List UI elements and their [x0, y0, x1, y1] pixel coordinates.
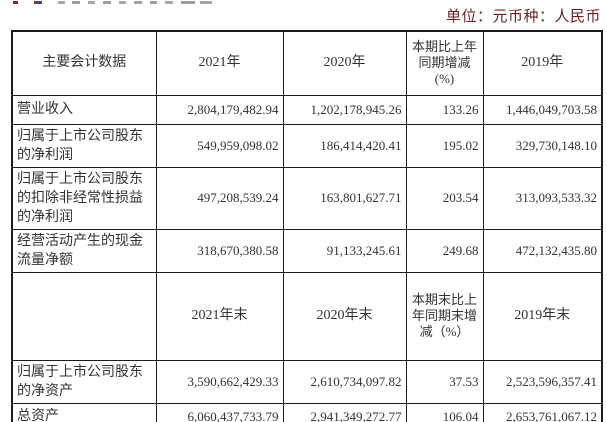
cropped-heading-fragment: [10, 0, 220, 5]
header-cell-2019: 2019年: [482, 30, 603, 96]
header-cell-change: 本期比上年同期增减(%): [405, 30, 484, 96]
header-cell-2019-end: 2019年末: [482, 271, 603, 361]
header-cell-empty: [11, 271, 157, 361]
text-fragment: [200, 1, 212, 4]
financial-summary-table: 主要会计数据 2021年 2020年 本期比上年同期增减(%) 2019年 营业…: [11, 30, 603, 422]
cell-label: 归属于上市公司股东的净资产: [11, 359, 157, 404]
cell-change: 37.53: [405, 359, 484, 404]
header-cell-change-end: 本期末比上年同期末增减（%）: [405, 271, 484, 361]
cell-2020: 186,414,420.41: [282, 123, 407, 168]
text-fragment: [134, 1, 142, 4]
text-fragment: [103, 1, 111, 4]
cell-2021: 3,590,662,429.33: [155, 359, 284, 404]
header-cell-metric: 主要会计数据: [11, 30, 157, 96]
cell-label: 总资产: [11, 402, 157, 422]
header-cell-2021: 2021年: [155, 30, 284, 96]
cell-2021: 549,959,098.02: [155, 123, 284, 168]
text-fragment: [72, 1, 80, 4]
text-fragment: [119, 1, 126, 4]
cell-label: 经营活动产生的现金流量净额: [11, 228, 157, 273]
cell-label: 归属于上市公司股东的净利润: [11, 123, 157, 168]
cell-change: 203.54: [405, 166, 484, 230]
text-fragment: [150, 1, 157, 4]
cell-2020: 163,801,627.71: [282, 166, 407, 230]
table-row-net-assets: 归属于上市公司股东的净资产 3,590,662,429.33 2,610,734…: [11, 359, 603, 404]
period-header-row: 主要会计数据 2021年 2020年 本期比上年同期增减(%) 2019年: [11, 30, 603, 96]
table-row-net-profit-excl-nonrecurring: 归属于上市公司股东的扣除非经常性损益的净利润 497,208,539.24 16…: [11, 166, 603, 230]
cell-2021: 318,670,380.58: [155, 228, 284, 273]
cell-2019: 2,653,761,067.12: [482, 402, 603, 422]
header-cell-2021-end: 2021年末: [155, 271, 284, 361]
cell-change: 106.04: [405, 402, 484, 422]
cell-2021: 2,804,179,482.94: [155, 94, 284, 125]
cell-label: 营业收入: [11, 94, 157, 125]
header-cell-2020: 2020年: [282, 30, 407, 96]
cell-2020: 1,202,178,945.26: [282, 94, 407, 125]
cell-change: 195.02: [405, 123, 484, 168]
cell-2019: 313,093,533.32: [482, 166, 603, 230]
cell-2021: 497,208,539.24: [155, 166, 284, 230]
cell-2019: 2,523,596,357.41: [482, 359, 603, 404]
cell-2019: 1,446,049,703.58: [482, 94, 603, 125]
table-row-operating-cash-flow: 经营活动产生的现金流量净额 318,670,380.58 91,133,245.…: [11, 228, 603, 273]
table-row-revenue: 营业收入 2,804,179,482.94 1,202,178,945.26 1…: [11, 94, 603, 125]
cell-change: 133.26: [405, 94, 484, 125]
cell-2020: 91,133,245.61: [282, 228, 407, 273]
cell-change: 249.68: [405, 228, 484, 273]
cell-2021: 6,060,437,733.79: [155, 402, 284, 422]
text-fragment: [165, 1, 173, 4]
cell-2020: 2,941,349,272.77: [282, 402, 407, 422]
header-cell-2020-end: 2020年末: [282, 271, 407, 361]
text-fragment: [58, 1, 65, 4]
table-row-net-profit: 归属于上市公司股东的净利润 549,959,098.02 186,414,420…: [11, 123, 603, 168]
table-row-total-assets: 总资产 6,060,437,733.79 2,941,349,272.77 10…: [11, 402, 603, 422]
text-fragment: [34, 1, 42, 4]
cell-2020: 2,610,734,097.82: [282, 359, 407, 404]
text-fragment: [13, 1, 18, 4]
text-fragment: [88, 1, 95, 4]
cell-label: 归属于上市公司股东的扣除非经常性损益的净利润: [11, 166, 157, 230]
cell-2019: 472,132,435.80: [482, 228, 603, 273]
yearend-header-row: 2021年末 2020年末 本期末比上年同期末增减（%） 2019年末: [11, 271, 603, 361]
unit-currency-label: 单位：元币种：人民币: [445, 9, 601, 25]
cell-2019: 329,730,148.10: [482, 123, 603, 168]
text-fragment: [181, 1, 195, 4]
